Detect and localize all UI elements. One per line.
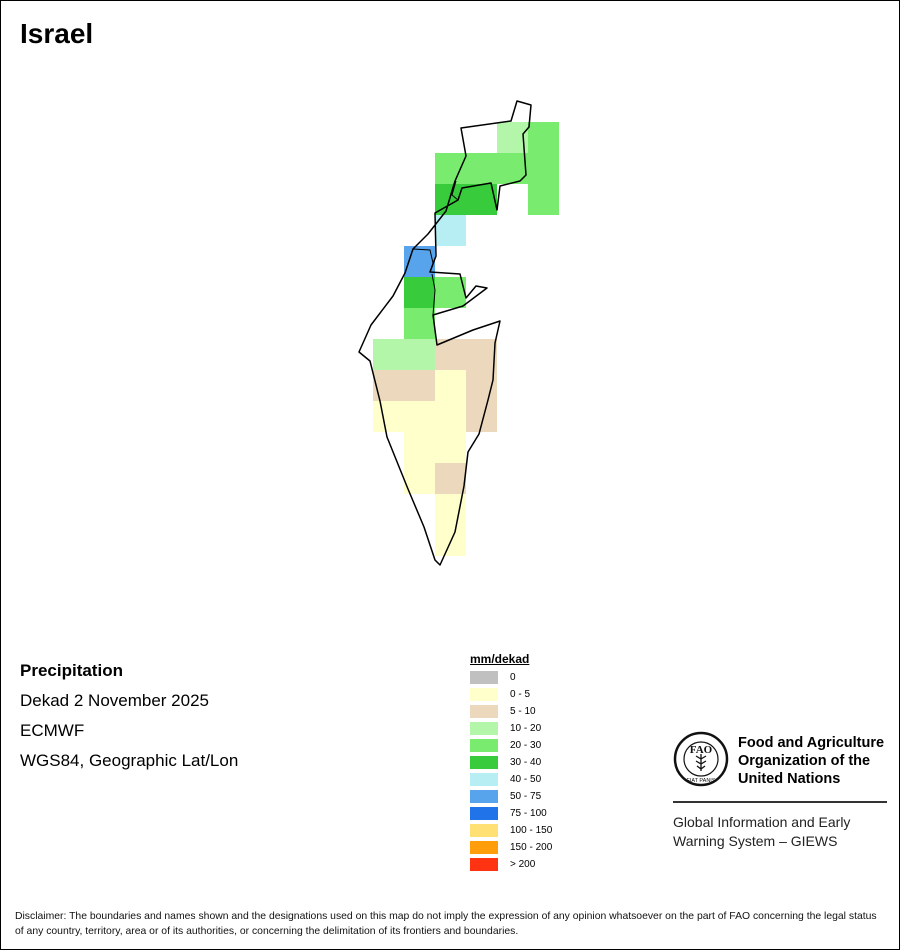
grid-cell bbox=[435, 215, 466, 246]
grid-cell bbox=[528, 153, 559, 184]
legend-swatch bbox=[470, 807, 498, 820]
legend-label: 75 - 100 bbox=[510, 808, 547, 819]
legend-title: mm/dekad bbox=[470, 652, 530, 666]
country-outline bbox=[358, 100, 532, 566]
grid-cell bbox=[466, 339, 497, 370]
giews-divider bbox=[673, 801, 887, 803]
grid-cell bbox=[404, 432, 435, 463]
legend-swatch bbox=[470, 756, 498, 769]
fao-name: Food and Agriculture Organization of the… bbox=[738, 734, 884, 788]
precipitation-map bbox=[358, 100, 559, 566]
giews-name: Global Information and Early Warning Sys… bbox=[673, 813, 850, 851]
legend-swatch bbox=[470, 773, 498, 786]
grid-cell bbox=[435, 277, 466, 308]
legend-label: 0 bbox=[510, 672, 516, 683]
legend-swatch bbox=[470, 824, 498, 837]
grid-cell bbox=[404, 277, 435, 308]
grid-cell bbox=[404, 401, 435, 432]
legend-label: 10 - 20 bbox=[510, 723, 542, 734]
legend-item: > 200 bbox=[470, 856, 552, 873]
legend-label: 100 - 150 bbox=[510, 825, 553, 836]
legend-rows: 0 0 - 5 5 - 10 10 - 20 20 - 30 30 - 40 40 - 50… bbox=[470, 669, 552, 873]
legend-item: 20 - 30 bbox=[470, 737, 552, 754]
fao-logo-icon: FAO FIAT PANIS bbox=[673, 731, 729, 787]
model-label: ECMWF bbox=[20, 721, 85, 740]
projection-label: WGS84, Geographic Lat/Lon bbox=[20, 751, 239, 770]
legend-label: 5 - 10 bbox=[510, 706, 536, 717]
legend-swatch bbox=[470, 841, 498, 854]
legend-item: 40 - 50 bbox=[470, 771, 552, 788]
grid-cell bbox=[435, 370, 466, 401]
grid-cells bbox=[373, 122, 559, 556]
grid-cell bbox=[435, 432, 466, 463]
grid-cell bbox=[528, 184, 559, 215]
fao-name-line3: United Nations bbox=[738, 771, 841, 787]
grid-cell bbox=[528, 122, 559, 153]
legend-item: 0 bbox=[470, 669, 552, 686]
period-label: Dekad 2 November 2025 bbox=[20, 691, 210, 710]
legend-label: 30 - 40 bbox=[510, 757, 542, 768]
grid-cell bbox=[404, 370, 435, 401]
grid-cell bbox=[373, 339, 404, 370]
disclaimer: Disclaimer: The boundaries and names sho… bbox=[15, 911, 877, 937]
legend-swatch bbox=[470, 722, 498, 735]
legend-item: 10 - 20 bbox=[470, 720, 552, 737]
grid-cell bbox=[435, 153, 466, 184]
legend-item: 0 - 5 bbox=[470, 686, 552, 703]
legend-label: > 200 bbox=[510, 859, 536, 870]
grid-cell bbox=[497, 153, 528, 184]
fao-name-line2: Organization of the bbox=[738, 753, 871, 769]
legend-swatch bbox=[470, 705, 498, 718]
legend-swatch bbox=[470, 671, 498, 684]
fao-logo-letters: FAO bbox=[690, 744, 713, 756]
variable-label: Precipitation bbox=[20, 661, 123, 680]
legend-swatch bbox=[470, 688, 498, 701]
grid-cell bbox=[435, 463, 466, 494]
legend-item: 30 - 40 bbox=[470, 754, 552, 771]
giews-line2: Warning System – GIEWS bbox=[673, 833, 838, 849]
legend-item: 5 - 10 bbox=[470, 703, 552, 720]
legend-label: 150 - 200 bbox=[510, 842, 553, 853]
legend-label: 20 - 30 bbox=[510, 740, 542, 751]
legend-label: 40 - 50 bbox=[510, 774, 542, 785]
legend-item: 50 - 75 bbox=[470, 788, 552, 805]
grid-cell bbox=[404, 463, 435, 494]
legend-swatch bbox=[470, 739, 498, 752]
grid-cell bbox=[373, 370, 404, 401]
fao-motto: FIAT PANIS bbox=[686, 778, 715, 784]
legend-label: 50 - 75 bbox=[510, 791, 542, 802]
grid-cell bbox=[373, 401, 404, 432]
grid-cell bbox=[404, 339, 435, 370]
grid-cell bbox=[435, 401, 466, 432]
legend-item: 75 - 100 bbox=[470, 805, 552, 822]
legend-item: 150 - 200 bbox=[470, 839, 552, 856]
giews-line1: Global Information and Early bbox=[673, 814, 851, 830]
grid-cell bbox=[466, 153, 497, 184]
fao-name-line1: Food and Agriculture bbox=[738, 735, 885, 751]
map-info: Precipitation Dekad 2 November 2025 ECMW… bbox=[20, 656, 238, 776]
legend: mm/dekad 0 0 - 5 5 - 10 10 - 20 20 - 30 30 - … bbox=[470, 652, 552, 873]
grid-cell bbox=[404, 308, 435, 339]
legend-swatch bbox=[470, 858, 498, 871]
map-title: Israel bbox=[20, 18, 94, 49]
legend-swatch bbox=[470, 790, 498, 803]
west-bank-boundary bbox=[412, 180, 459, 316]
legend-item: 100 - 150 bbox=[470, 822, 552, 839]
legend-label: 0 - 5 bbox=[510, 689, 531, 700]
